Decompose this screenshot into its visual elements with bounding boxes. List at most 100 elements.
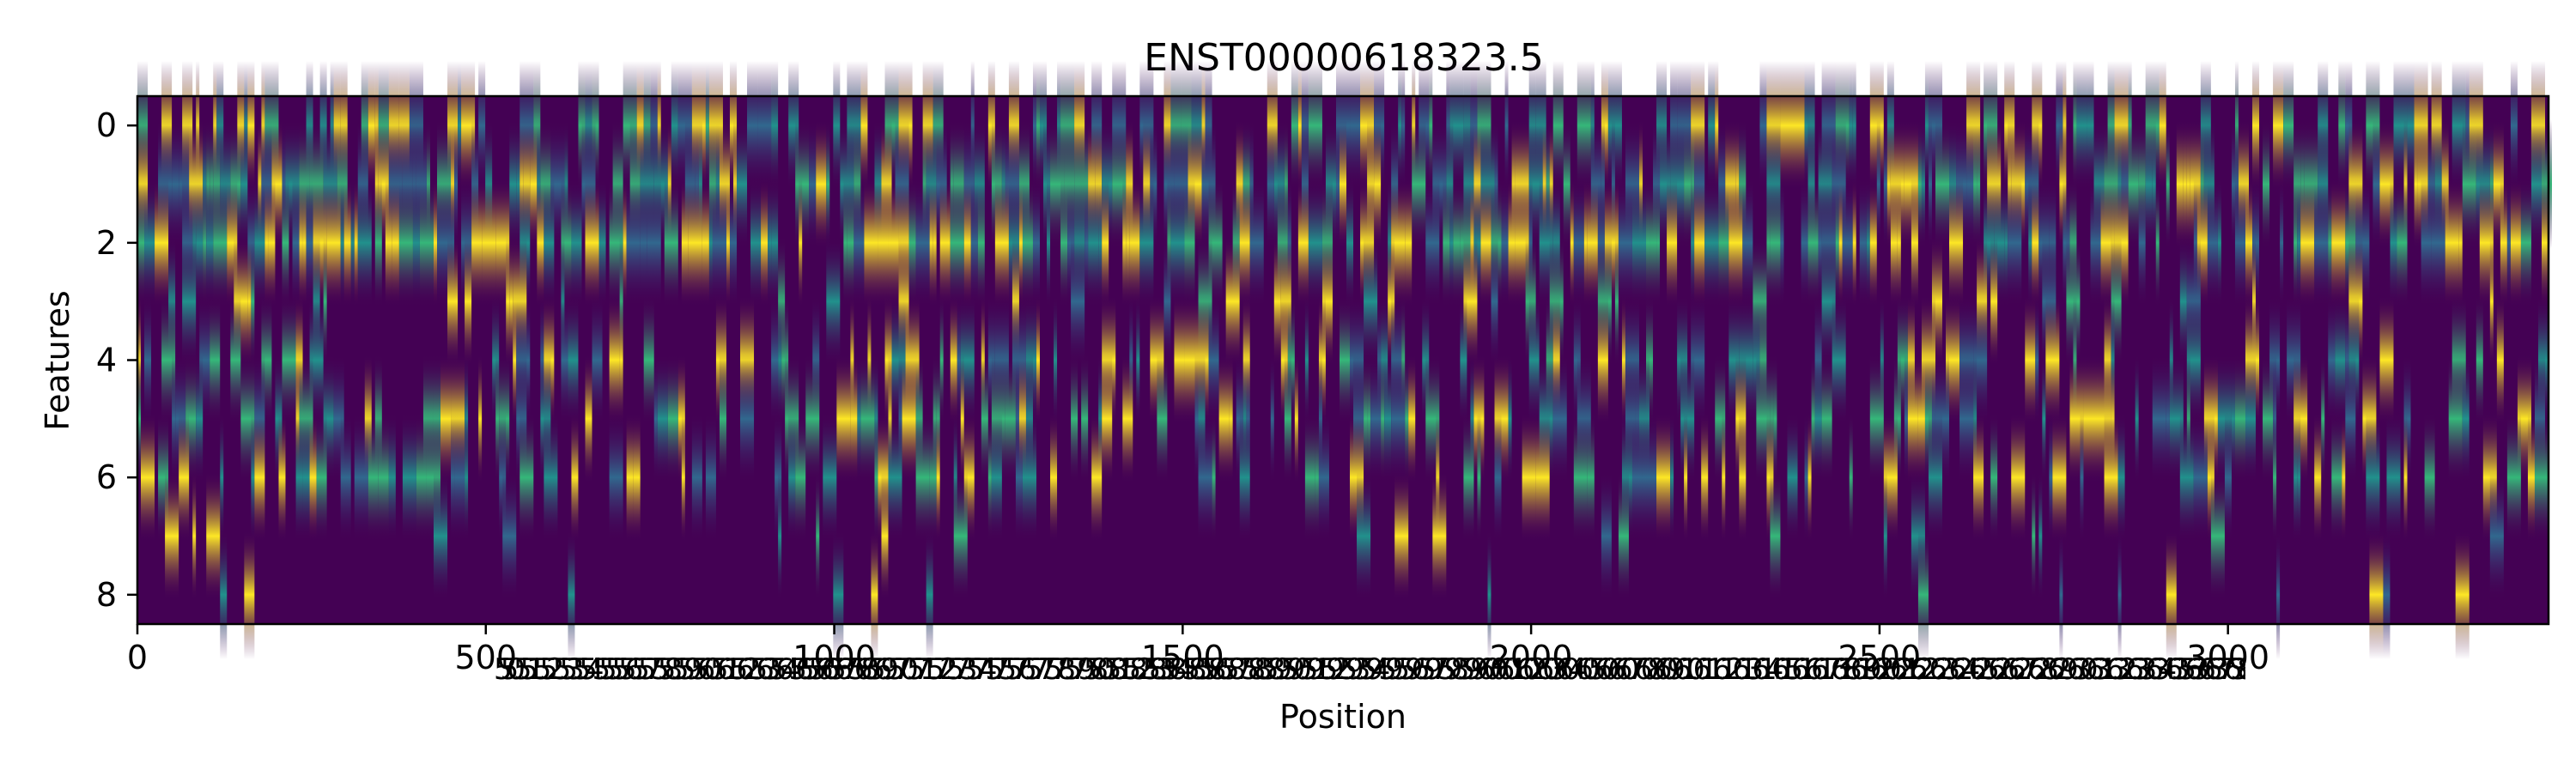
- heatmap-cell: [1691, 178, 1695, 307]
- heatmap-cell: [2280, 178, 2284, 307]
- heatmap-cell: [908, 178, 916, 307]
- heatmap-cell: [2080, 413, 2084, 543]
- x-tick-label: 500: [455, 639, 518, 676]
- heatmap-cell: [141, 413, 155, 543]
- heatmap-cell: [1770, 178, 1781, 307]
- heatmap-cell: [729, 178, 737, 307]
- heatmap-cell: [981, 354, 988, 483]
- heatmap-cell: [1429, 61, 1433, 191]
- heatmap-cell: [592, 61, 599, 191]
- heatmap-cell: [2445, 178, 2459, 307]
- heatmap-cell: [1239, 413, 1250, 543]
- heatmap-cell: [278, 413, 286, 543]
- heatmap-cell: [1047, 178, 1051, 307]
- heatmap-cell: [1304, 295, 1309, 425]
- heatmap-cell: [544, 178, 555, 307]
- heatmap-cell: [419, 178, 434, 307]
- heatmap-cell: [1718, 178, 1729, 307]
- heatmap-cell: [2328, 295, 2336, 425]
- heatmap-cell: [1849, 413, 1853, 543]
- heatmap-cell: [726, 178, 730, 307]
- heatmap-cell: [295, 413, 303, 543]
- heatmap-cell: [1184, 178, 1195, 307]
- heatmap-cell: [1270, 354, 1274, 483]
- heatmap-cell: [2293, 178, 2298, 307]
- heatmap-cell: [671, 61, 678, 191]
- heatmap-cell: [778, 471, 782, 601]
- heatmap-cell: [1990, 413, 1998, 543]
- heatmap-cell: [2321, 354, 2325, 483]
- heatmap-cell: [881, 471, 889, 601]
- heatmap-cell: [1801, 178, 1808, 307]
- heatmap-cell: [316, 413, 327, 543]
- heatmap-cell: [416, 413, 427, 543]
- heatmap-cell: [933, 178, 937, 307]
- heatmap-cell: [939, 295, 944, 425]
- heatmap-cell: [220, 530, 228, 659]
- heatmap-cell: [326, 178, 341, 307]
- heatmap-cell: [1917, 119, 1922, 249]
- heatmap-cell: [1297, 61, 1302, 191]
- heatmap-cell: [571, 178, 582, 307]
- heatmap-cell: [609, 295, 620, 425]
- heatmap-cell: [2331, 413, 2342, 543]
- heatmap-cell: [950, 295, 957, 425]
- heatmap-cell: [1170, 178, 1185, 307]
- heatmap-cell: [1060, 178, 1068, 307]
- heatmap-cell: [251, 237, 255, 367]
- heatmap-cell: [2403, 413, 2408, 543]
- heatmap-cell: [2424, 413, 2435, 543]
- heatmap-cell: [368, 413, 379, 543]
- heatmap-cell: [509, 237, 513, 367]
- heatmap-cell: [795, 119, 810, 249]
- heatmap-cell: [1832, 295, 1846, 425]
- heatmap-cell: [626, 413, 634, 543]
- heatmap-cell: [2186, 119, 2190, 249]
- heatmap-cell: [1157, 354, 1168, 483]
- heatmap-cell: [1018, 178, 1023, 307]
- heatmap-cell: [2145, 119, 2153, 249]
- heatmap-cell: [771, 178, 779, 307]
- heatmap-cell: [768, 178, 772, 307]
- heatmap-cell: [702, 178, 709, 307]
- heatmap-cell: [1728, 178, 1743, 307]
- heatmap-cell: [571, 413, 579, 543]
- heatmap-cell: [350, 178, 355, 307]
- heatmap-cell: [609, 413, 623, 543]
- heatmap-cell: [1973, 413, 1984, 543]
- heatmap-cell: [1477, 413, 1481, 543]
- heatmap-cell: [2028, 178, 2032, 307]
- heatmap-cell: [1852, 178, 1856, 307]
- heatmap-cell: [2087, 61, 2094, 191]
- heatmap-cell: [2052, 413, 2067, 543]
- heatmap-cell: [440, 354, 452, 483]
- heatmap-cell: [929, 178, 933, 307]
- heatmap-cell: [647, 178, 661, 307]
- heatmap-cell: [888, 413, 902, 543]
- heatmap-cell: [874, 413, 878, 543]
- heatmap-cell: [182, 237, 197, 367]
- heatmap-cell: [436, 178, 452, 307]
- heatmap-cell: [1807, 178, 1819, 307]
- heatmap-cell: [1787, 413, 1798, 543]
- heatmap-cell: [1364, 354, 1368, 483]
- heatmap-cell: [2331, 178, 2346, 307]
- heatmap-cell: [2297, 178, 2301, 307]
- heatmap-cell: [451, 413, 455, 543]
- heatmap-cell: [568, 295, 579, 425]
- heatmap-cell: [847, 178, 854, 307]
- heatmap-cell: [2369, 530, 2384, 659]
- heatmap-cell: [1508, 354, 1512, 483]
- heatmap-cell: [1315, 413, 1319, 543]
- heatmap-cell: [1088, 178, 1099, 307]
- heatmap-cell: [478, 61, 486, 191]
- heatmap-cell: [550, 119, 565, 249]
- heatmap-cell: [2342, 413, 2346, 543]
- heatmap-cell: [1766, 178, 1771, 307]
- heatmap-cell: [1122, 354, 1133, 483]
- heatmap-cell: [633, 413, 641, 543]
- heatmap-cell: [2179, 237, 2187, 367]
- heatmap-cell: [823, 413, 837, 543]
- heatmap-cell: [192, 471, 197, 601]
- heatmap-cell: [2263, 354, 2274, 483]
